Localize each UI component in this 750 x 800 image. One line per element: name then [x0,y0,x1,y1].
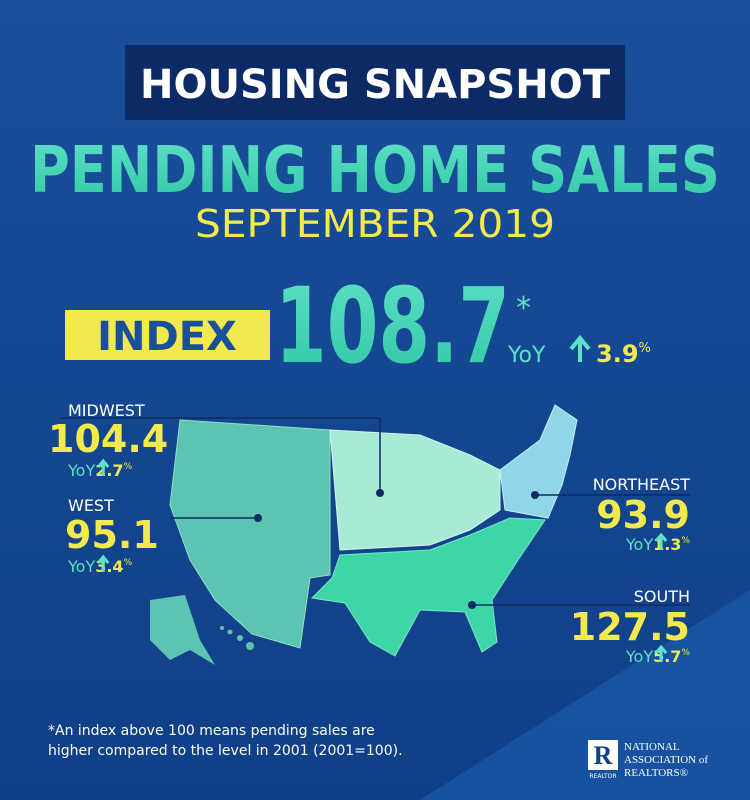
title: PENDING HOME SALES [30,134,720,208]
logo-caption: REALTOR [589,773,616,780]
logo-mark: R [594,741,613,770]
up-arrow [97,554,110,572]
region-name: SOUTH [634,587,690,606]
logo-line: ASSOCIATION of [624,754,708,766]
west-region [169,419,331,649]
logo-line: NATIONAL [624,741,680,753]
yoy-label: YoY [507,343,546,368]
yoy-unit: % [681,536,690,546]
up-arrow [569,334,591,362]
alaska [150,595,215,665]
yoy-label: YoY [67,557,95,576]
index-label: INDEX [97,314,237,360]
note-mark: * [516,291,531,326]
yoy-unit: % [124,462,133,472]
yoy-unit: % [681,648,690,658]
index-value: 108.7 [275,265,510,387]
region-value: 127.5 [570,605,690,649]
index-box [65,310,270,360]
region-value: 93.9 [596,493,690,537]
yoy-unit: % [124,558,133,568]
leader-dots [254,489,539,609]
period: SEPTEMBER 2019 [195,202,555,246]
northeast-region [499,404,578,519]
footnote: *An index above 100 means pending sales … [48,723,375,739]
up-arrow [654,532,668,550]
yoy-value: 3.9 [596,340,639,368]
yoy-unit: % [639,341,651,356]
background-accent [420,590,750,800]
midwest-region [329,429,501,551]
yoy-label: YoY [67,461,95,480]
yoy-change: 3.9% [596,340,651,368]
footnote: higher compared to the level in 2001 (20… [48,743,403,759]
yoy-label: YoY [625,647,653,666]
yoy-label: YoY [625,535,653,554]
kicker-box [125,45,625,120]
region-name: MIDWEST [68,401,145,420]
south-region [310,517,546,657]
region-name: WEST [68,496,114,515]
region-value: 104.4 [48,417,168,461]
region-stats: MIDWEST104.4YoY2.7%WEST95.1YoY3.4%NORTHE… [48,401,690,666]
us-map [150,404,578,665]
region-name: NORTHEAST [593,475,691,494]
up-arrow [654,644,668,662]
logo-box [588,740,618,770]
logo-line: REALTORS® [624,767,688,779]
region-value: 95.1 [65,513,159,557]
hawaii [220,626,254,650]
kicker: HOUSING SNAPSHOT [140,62,611,108]
leader-lines [60,417,690,606]
up-arrow [97,458,110,476]
